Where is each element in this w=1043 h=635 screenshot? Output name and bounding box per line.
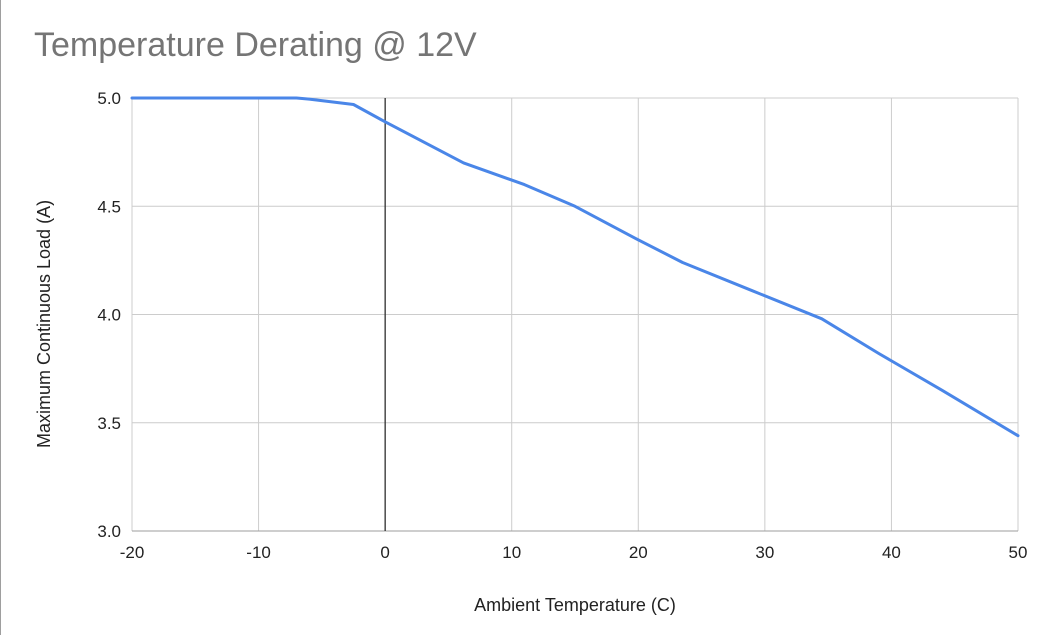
y-axis-label: Maximum Continuous Load (A) — [34, 200, 54, 448]
chart-title: Temperature Derating @ 12V — [34, 26, 477, 64]
grid-lines — [131, 97, 1019, 532]
y-tick-labels: 3.0 3.5 4.0 4.5 5.0 — [97, 89, 121, 541]
x-tick-labels: -20 -10 0 10 20 30 40 50 — [120, 543, 1028, 562]
x-tick-label: 10 — [502, 543, 521, 562]
series-group — [130, 96, 1020, 438]
x-tick-label: -10 — [246, 543, 271, 562]
y-tick-label: 4.0 — [97, 306, 121, 325]
y-tick-label: 3.5 — [97, 414, 121, 433]
y-tick-label: 3.0 — [97, 522, 121, 541]
series-line — [130, 96, 1020, 438]
x-tick-label: 50 — [1009, 543, 1028, 562]
y-tick-label: 4.5 — [97, 197, 121, 216]
x-tick-label: 0 — [380, 543, 389, 562]
x-tick-label: -20 — [120, 543, 145, 562]
x-axis-label: Ambient Temperature (C) — [474, 595, 676, 615]
x-tick-label: 30 — [755, 543, 774, 562]
x-tick-label: 40 — [882, 543, 901, 562]
y-tick-label: 5.0 — [97, 89, 121, 108]
x-tick-label: 20 — [629, 543, 648, 562]
